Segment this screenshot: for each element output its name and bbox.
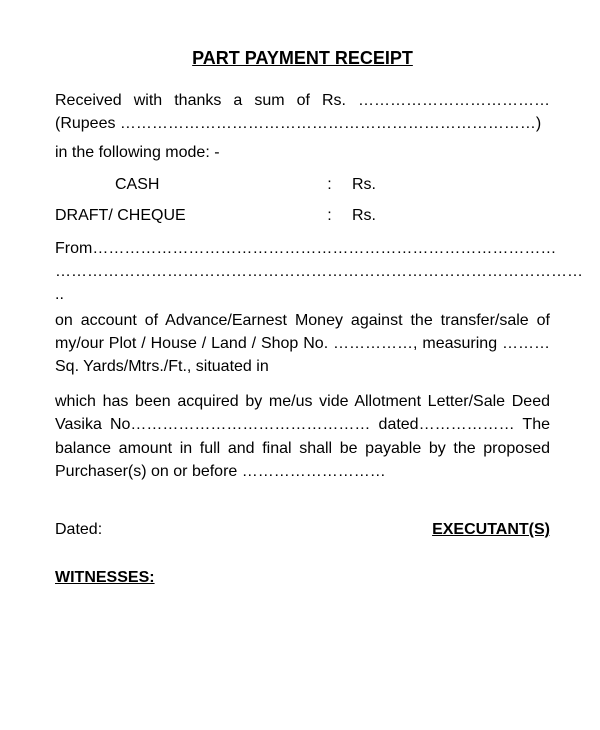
- account-paragraph: on account of Advance/Earnest Money agai…: [55, 309, 550, 379]
- received-line: Received with thanks a sum of Rs. …………………: [55, 89, 550, 135]
- acquired-paragraph: which has been acquired by me/us vide Al…: [55, 390, 550, 483]
- mode-intro: in the following mode: -: [55, 141, 550, 164]
- witnesses-label: WITNESSES:: [55, 566, 550, 589]
- from-dots-1: ……………………………………………………………………………: [92, 240, 556, 257]
- mode-table: CASH : Rs. DRAFT/ CHEQUE : Rs.: [55, 173, 550, 227]
- dated-label: Dated:: [55, 518, 102, 541]
- from-dots-2: ………………………………………………………………………………………: [55, 260, 550, 283]
- signature-row: Dated: EXECUTANT(S): [55, 518, 550, 541]
- from-dots-3: ..: [55, 283, 550, 306]
- cheque-value: Rs.: [352, 204, 550, 227]
- cash-label: CASH: [55, 173, 327, 196]
- cash-row: CASH : Rs.: [55, 173, 550, 196]
- cheque-row: DRAFT/ CHEQUE : Rs.: [55, 204, 550, 227]
- from-label: From: [55, 240, 92, 257]
- cash-value: Rs.: [352, 173, 550, 196]
- colon: :: [327, 173, 352, 196]
- executant-label: EXECUTANT(S): [432, 518, 550, 541]
- cheque-label: DRAFT/ CHEQUE: [55, 204, 327, 227]
- colon: :: [327, 204, 352, 227]
- from-line: From……………………………………………………………………………: [55, 237, 550, 260]
- document-title: PART PAYMENT RECEIPT: [55, 45, 550, 71]
